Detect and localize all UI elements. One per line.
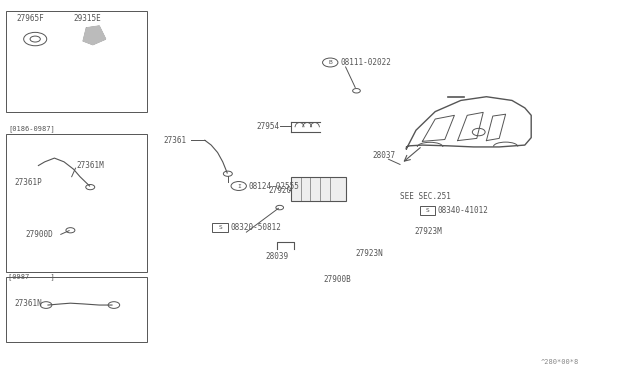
Polygon shape — [83, 26, 106, 45]
Text: 27361N: 27361N — [14, 299, 42, 308]
Text: 27361: 27361 — [163, 136, 186, 145]
Text: B: B — [328, 60, 332, 65]
Text: 27923M: 27923M — [415, 227, 442, 236]
Text: 29315E: 29315E — [74, 14, 101, 23]
Text: 27900D: 27900D — [26, 230, 53, 239]
Text: [0987-    ]: [0987- ] — [8, 273, 55, 280]
Text: 08111-02022: 08111-02022 — [340, 58, 391, 67]
Bar — [291, 177, 346, 201]
Text: 27965F: 27965F — [16, 14, 44, 23]
FancyBboxPatch shape — [212, 223, 228, 232]
Text: 27900B: 27900B — [323, 275, 351, 284]
Text: [0186-0987]: [0186-0987] — [8, 125, 55, 132]
Text: ^280*00*8: ^280*00*8 — [541, 359, 579, 365]
Bar — [6, 134, 147, 272]
Text: 28039: 28039 — [266, 252, 289, 261]
Text: 27920: 27920 — [269, 186, 292, 195]
Text: 08124-02555: 08124-02555 — [248, 182, 299, 190]
Text: 27361P: 27361P — [14, 178, 42, 187]
Bar — [6, 11, 147, 112]
Text: 28037: 28037 — [372, 151, 396, 160]
Text: S: S — [426, 208, 429, 213]
Text: I: I — [237, 183, 241, 189]
Text: 27954: 27954 — [256, 122, 279, 131]
Text: SEE SEC.251: SEE SEC.251 — [400, 192, 451, 201]
Text: S: S — [218, 225, 222, 230]
Text: 08340-41012: 08340-41012 — [437, 206, 488, 215]
Text: 27923N: 27923N — [355, 249, 383, 258]
Text: 27361M: 27361M — [77, 161, 104, 170]
FancyBboxPatch shape — [420, 206, 435, 215]
Text: 08320-50812: 08320-50812 — [230, 223, 281, 232]
Bar — [6, 277, 147, 342]
